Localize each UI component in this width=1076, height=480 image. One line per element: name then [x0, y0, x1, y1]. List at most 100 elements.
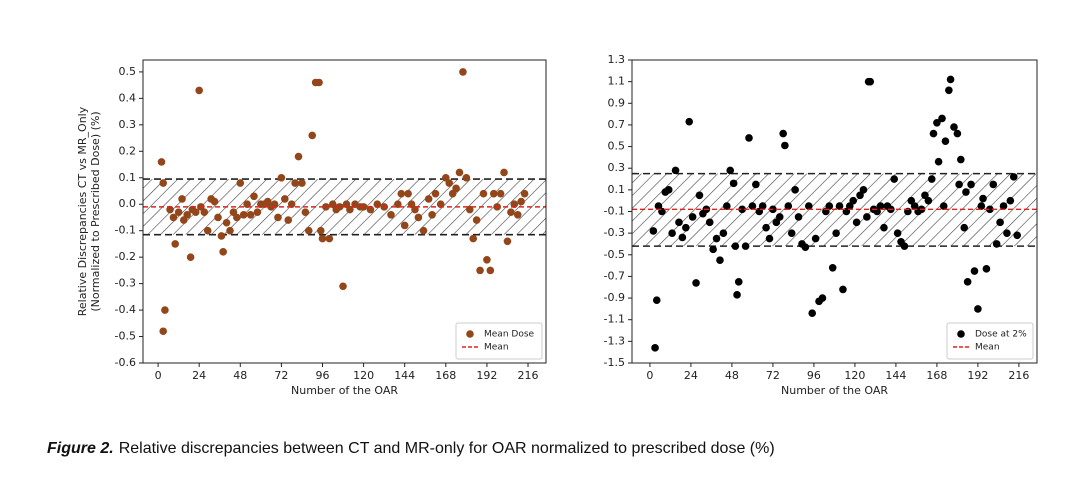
- point: [366, 205, 375, 214]
- y-tick-label: -0.5: [604, 248, 625, 261]
- point: [804, 202, 813, 210]
- point: [866, 77, 875, 86]
- point: [845, 202, 854, 210]
- point: [469, 234, 478, 243]
- point: [161, 306, 169, 314]
- point: [963, 278, 972, 286]
- point: [174, 208, 183, 216]
- point: [900, 242, 909, 250]
- point: [339, 282, 347, 291]
- point: [397, 189, 406, 198]
- point: [489, 189, 498, 198]
- point: [510, 200, 519, 209]
- point: [982, 265, 991, 273]
- y-tick-label: -0.3: [604, 226, 625, 239]
- y-tick-label: -0.1: [115, 224, 136, 237]
- point: [729, 179, 738, 188]
- legend-marker: [957, 330, 965, 338]
- point: [921, 191, 929, 200]
- x-tick-label: 120: [844, 369, 865, 382]
- point: [507, 208, 515, 216]
- point: [400, 221, 409, 230]
- point: [171, 240, 179, 248]
- point: [934, 157, 943, 166]
- point: [748, 202, 757, 210]
- point: [734, 278, 743, 286]
- x-tick-label: 48: [233, 369, 247, 382]
- point: [688, 213, 697, 221]
- point: [856, 191, 864, 200]
- point: [236, 179, 245, 187]
- point: [890, 175, 898, 183]
- point: [808, 309, 817, 318]
- point: [880, 223, 888, 232]
- point: [784, 202, 793, 210]
- y-tick-label: -0.5: [115, 330, 136, 343]
- point: [849, 196, 858, 205]
- point: [513, 211, 522, 219]
- point: [253, 208, 262, 216]
- legend-box: [455, 322, 543, 360]
- point: [1003, 229, 1011, 237]
- point: [705, 218, 714, 227]
- point: [654, 202, 663, 210]
- x-tick-label: 144: [394, 369, 415, 382]
- legend-marker: [466, 330, 474, 338]
- point: [318, 234, 327, 243]
- y-tick-label: 0.1: [608, 183, 626, 196]
- legend: Dose at 2% Mean: [946, 322, 1034, 360]
- y-tick-label: 0.5: [119, 65, 137, 78]
- point: [166, 205, 174, 214]
- point: [281, 195, 289, 203]
- x-tick-label: 168: [926, 369, 947, 382]
- point: [716, 256, 724, 264]
- point: [274, 213, 282, 222]
- x-tick-label: 48: [725, 369, 739, 382]
- point: [893, 229, 902, 237]
- caption-text: Relative discrepancies between CT and MR…: [118, 440, 775, 457]
- legend-label: Mean: [484, 343, 509, 353]
- x-tick-label: 168: [435, 369, 456, 382]
- point: [496, 189, 505, 198]
- point: [462, 173, 471, 182]
- x-axis-label: Number of the OAR: [291, 384, 398, 397]
- x-tick-label: 0: [155, 369, 162, 382]
- point: [178, 195, 186, 203]
- point: [373, 200, 382, 209]
- point: [404, 189, 412, 198]
- point: [671, 166, 680, 175]
- y-tick-label: 0.7: [608, 118, 626, 131]
- point: [1006, 196, 1015, 205]
- y-tick-label: 0.2: [119, 144, 137, 157]
- point: [316, 226, 325, 235]
- point: [222, 218, 231, 227]
- point: [394, 200, 402, 209]
- legend-label: Mean: [975, 343, 1000, 353]
- point: [839, 285, 847, 294]
- point: [794, 213, 803, 221]
- point: [758, 202, 767, 210]
- point: [200, 208, 209, 216]
- legend-box: [946, 322, 1034, 360]
- point: [479, 189, 488, 198]
- point: [950, 123, 958, 131]
- point: [741, 242, 750, 250]
- point: [999, 202, 1008, 210]
- x-axis-label: Number of the OAR: [781, 384, 888, 397]
- point: [791, 186, 799, 194]
- point: [186, 253, 195, 261]
- point: [294, 152, 303, 161]
- y-tick-label: -1.3: [604, 334, 625, 347]
- point: [818, 294, 827, 302]
- point: [731, 242, 740, 250]
- point: [459, 68, 467, 76]
- point: [745, 134, 753, 142]
- point: [992, 240, 1001, 248]
- x-tick-label: 0: [646, 369, 653, 382]
- point: [989, 180, 998, 189]
- point: [960, 223, 969, 232]
- point: [431, 189, 440, 198]
- point: [752, 180, 760, 189]
- point: [781, 141, 789, 150]
- point: [651, 344, 659, 352]
